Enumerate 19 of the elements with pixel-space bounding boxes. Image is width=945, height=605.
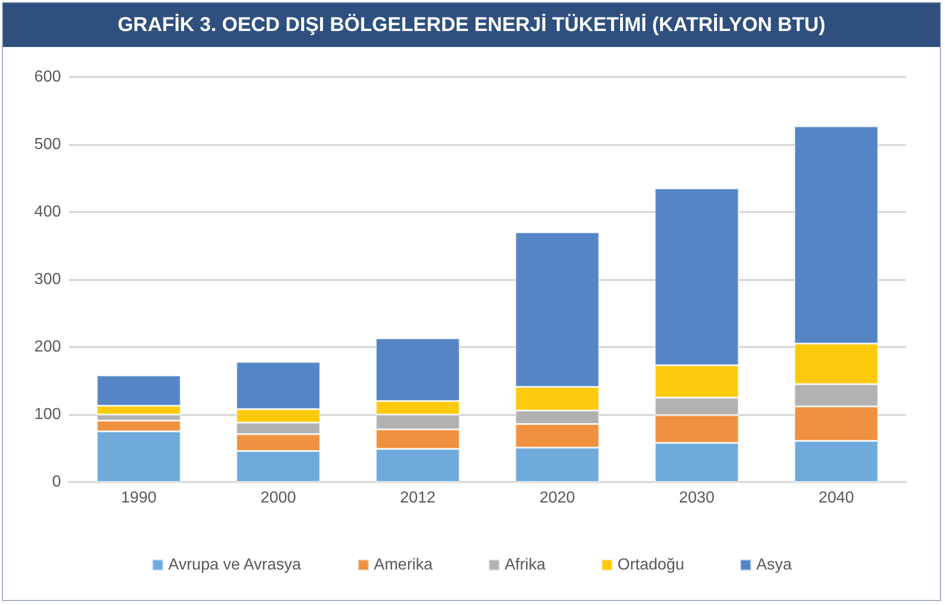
x-tick-label: 2012	[400, 490, 436, 506]
x-tick-label: 2000	[260, 490, 296, 506]
legend-label: Afrika	[504, 556, 546, 574]
legend-label: Ortadoğu	[618, 556, 684, 574]
y-tick-label: 600	[34, 68, 62, 86]
legend-label: Avrupa ve Avrasya	[168, 556, 302, 574]
legend-label: Amerika	[374, 556, 433, 574]
y-tick-label: 500	[34, 136, 62, 153]
legend-label: Asya	[756, 556, 792, 574]
x-tick-label: 2040	[818, 490, 854, 506]
chart-title: GRAFİK 3. OECD DIŞI BÖLGELERDE ENERJİ TÜKETİMİ (KATRİLYON BTU)	[3, 3, 940, 47]
y-tick-label: 100	[34, 406, 62, 423]
x-tick-label: 1990	[120, 490, 157, 506]
x-tick-label: 2020	[539, 490, 576, 506]
y-tick-label: 300	[34, 271, 62, 288]
y-tick-label: 0	[52, 474, 62, 490]
y-tick-label: 400	[34, 204, 62, 220]
x-tick-label: 2030	[678, 490, 715, 506]
y-tick-label: 200	[34, 338, 62, 356]
